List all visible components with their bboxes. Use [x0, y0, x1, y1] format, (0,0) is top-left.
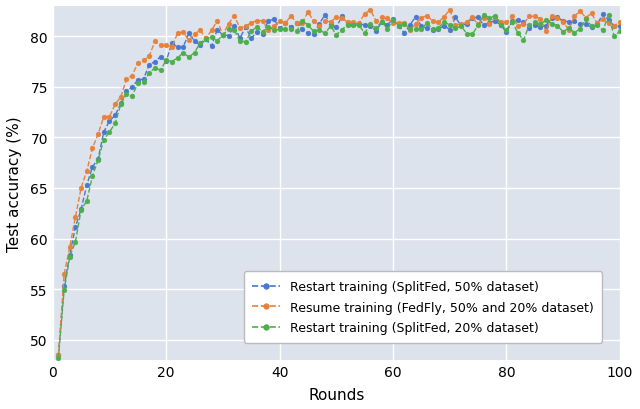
Y-axis label: Test accuracy (%): Test accuracy (%) — [7, 116, 22, 251]
Resume training (FedFly, 50% and 20% dataset) — [593, 22, 601, 27]
Restart training (SplitFed, 20% dataset) — [577, 27, 584, 32]
Line: Restart training (SplitFed, 50% dataset): Restart training (SplitFed, 50% dataset) — [56, 12, 622, 357]
Resume training (FedFly, 50% and 20% dataset) — [185, 39, 193, 44]
Restart training (SplitFed, 20% dataset) — [389, 18, 397, 23]
Line: Resume training (FedFly, 50% and 20% dataset): Resume training (FedFly, 50% and 20% dat… — [56, 8, 622, 357]
Restart training (SplitFed, 20% dataset) — [480, 13, 488, 18]
Resume training (FedFly, 50% and 20% dataset) — [344, 21, 351, 26]
Restart training (SplitFed, 50% dataset) — [616, 25, 624, 30]
Legend: Restart training (SplitFed, 50% dataset), Resume training (FedFly, 50% and 20% d: Restart training (SplitFed, 50% dataset)… — [244, 272, 602, 343]
Restart training (SplitFed, 50% dataset) — [163, 59, 170, 64]
Restart training (SplitFed, 50% dataset) — [344, 22, 351, 27]
Resume training (FedFly, 50% and 20% dataset) — [163, 43, 170, 48]
Resume training (FedFly, 50% and 20% dataset) — [577, 10, 584, 15]
Resume training (FedFly, 50% and 20% dataset) — [616, 20, 624, 25]
Restart training (SplitFed, 50% dataset) — [185, 32, 193, 37]
Restart training (SplitFed, 20% dataset) — [593, 24, 601, 29]
Restart training (SplitFed, 20% dataset) — [54, 355, 62, 360]
X-axis label: Rounds: Rounds — [308, 387, 365, 402]
Restart training (SplitFed, 20% dataset) — [616, 30, 624, 35]
Resume training (FedFly, 50% and 20% dataset) — [446, 8, 454, 13]
Restart training (SplitFed, 20% dataset) — [163, 58, 170, 63]
Restart training (SplitFed, 50% dataset) — [588, 26, 595, 31]
Restart training (SplitFed, 50% dataset) — [389, 18, 397, 22]
Resume training (FedFly, 50% and 20% dataset) — [389, 21, 397, 26]
Line: Restart training (SplitFed, 20% dataset): Restart training (SplitFed, 20% dataset) — [56, 13, 622, 360]
Restart training (SplitFed, 50% dataset) — [571, 20, 579, 25]
Resume training (FedFly, 50% and 20% dataset) — [54, 353, 62, 357]
Restart training (SplitFed, 20% dataset) — [344, 23, 351, 28]
Restart training (SplitFed, 50% dataset) — [599, 12, 607, 17]
Restart training (SplitFed, 20% dataset) — [185, 56, 193, 61]
Restart training (SplitFed, 50% dataset) — [54, 353, 62, 357]
